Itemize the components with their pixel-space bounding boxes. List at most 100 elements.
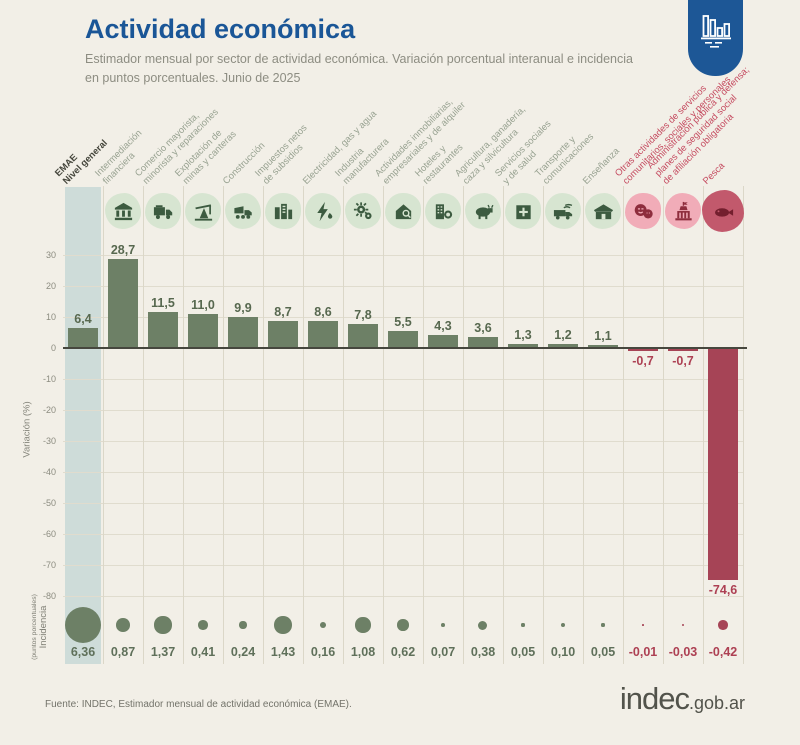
variation-bar xyxy=(588,344,618,348)
grid-line xyxy=(63,472,743,473)
grid-line xyxy=(63,255,743,256)
grid-line xyxy=(63,596,743,597)
variation-bar xyxy=(628,349,658,352)
grid-line xyxy=(63,534,743,535)
indec-logo: indec .gob.ar xyxy=(620,681,745,717)
bank-icon xyxy=(114,202,132,220)
y-tick-label: 30 xyxy=(45,250,56,260)
incidence-dot xyxy=(521,623,525,627)
grid-line xyxy=(63,441,743,442)
fish-icon xyxy=(714,207,733,217)
column-separator xyxy=(583,186,584,664)
sector-icon-badge xyxy=(585,193,621,229)
sector-icon-badge xyxy=(265,193,301,229)
dump-truck-icon xyxy=(233,205,252,219)
column-separator xyxy=(663,186,664,664)
column-separator xyxy=(103,186,104,664)
gears-icon xyxy=(353,201,372,219)
sector-icon-badge xyxy=(105,193,141,229)
health-cross-icon xyxy=(515,204,531,219)
variation-bar xyxy=(508,343,538,348)
column-separator xyxy=(423,186,424,664)
incidence-value-label: 0,07 xyxy=(430,645,456,659)
sector-icon-badge xyxy=(185,193,221,229)
incidence-dot xyxy=(154,616,172,634)
variation-value-label: 5,5 xyxy=(394,314,412,329)
subtitle-line-1: Estimador mensual por sector de activida… xyxy=(85,52,633,66)
incidence-dot xyxy=(681,623,685,627)
sector-icon-badge xyxy=(505,193,541,229)
incidence-dot xyxy=(355,617,371,633)
incidencia-sublabel: (puntos porcentuales) xyxy=(31,594,38,660)
variation-value-label: -0,7 xyxy=(672,354,694,369)
variation-value-label: -74,6 xyxy=(708,583,738,598)
variation-bar xyxy=(188,313,218,348)
incidence-dot xyxy=(560,622,566,628)
variation-bar xyxy=(228,317,258,348)
incidence-dot xyxy=(274,616,292,634)
oil-pumpjack-icon xyxy=(194,203,212,221)
sector-icon-badge xyxy=(305,193,341,229)
incidence-value-label: 0,05 xyxy=(510,645,536,659)
y-tick-label: 0 xyxy=(50,343,56,353)
incidence-value-label: 0,62 xyxy=(390,645,416,659)
incidence-value-label: 6,36 xyxy=(70,645,96,659)
incidence-dot xyxy=(239,621,247,629)
sector-icon-badge xyxy=(345,193,381,229)
grid-line xyxy=(63,410,743,411)
incidence-value-label: -0,03 xyxy=(668,645,698,659)
sector-label-line: Pesca xyxy=(700,159,727,186)
incidence-value-label: -0,42 xyxy=(708,645,738,659)
variation-value-label: 4,3 xyxy=(434,318,452,333)
variation-value-label: 8,7 xyxy=(274,305,292,320)
government-building-icon xyxy=(674,201,692,220)
indec-header-badge xyxy=(688,0,743,76)
variation-bar xyxy=(468,336,498,348)
variation-value-label: 9,9 xyxy=(234,301,252,316)
y-tick-label: -10 xyxy=(42,374,56,384)
variation-value-label: 8,6 xyxy=(314,305,332,320)
variation-bar xyxy=(708,349,738,581)
variation-value-label: 7,8 xyxy=(354,307,372,322)
sector-label: Pesca xyxy=(700,160,726,186)
incidence-value-label: 1,43 xyxy=(270,645,296,659)
grid-line xyxy=(63,317,743,318)
sector-icon-badge xyxy=(385,193,421,229)
incidence-value-label: 0,05 xyxy=(590,645,616,659)
sector-label-line: Enseñanza xyxy=(580,144,622,186)
incidence-value-label: 1,37 xyxy=(150,645,176,659)
column-separator xyxy=(463,186,464,664)
variation-value-label: 11,0 xyxy=(191,297,215,312)
variation-bar xyxy=(388,330,418,348)
grid-line xyxy=(63,565,743,566)
incidence-dot xyxy=(601,623,605,627)
sector-icon-badge xyxy=(702,190,744,232)
column-separator xyxy=(343,186,344,664)
house-key-icon xyxy=(395,203,411,219)
sector-icon-badge xyxy=(465,193,501,229)
variation-value-label: 11,5 xyxy=(151,296,175,311)
page-title: Actividad económica xyxy=(85,14,356,44)
bar-chart-icon xyxy=(700,15,731,48)
column-separator xyxy=(183,186,184,664)
column-separator xyxy=(143,186,144,664)
y-tick-label: -50 xyxy=(42,498,56,508)
incidence-value-label: 1,08 xyxy=(350,645,376,659)
column-separator xyxy=(503,186,504,664)
column-separator xyxy=(303,186,304,664)
sector-icon-badge xyxy=(625,193,661,229)
column-separator xyxy=(543,186,544,664)
y-tick-label: -70 xyxy=(42,560,56,570)
column-separator xyxy=(223,186,224,664)
y-tick-label: -80 xyxy=(42,591,56,601)
variation-value-label: 6,4 xyxy=(74,312,92,327)
emae-highlight-band xyxy=(65,187,101,664)
zero-axis-line xyxy=(63,347,747,349)
variation-value-label: 3,6 xyxy=(474,320,492,335)
hotel-restaurant-icon xyxy=(435,203,452,219)
source-note: Fuente: INDEC, Estimador mensual de acti… xyxy=(45,699,352,710)
variation-bar xyxy=(68,328,98,348)
sector-label: Enseñanza xyxy=(580,145,621,186)
truck-wifi-icon xyxy=(553,203,572,219)
y-axis-label-incidencia: (puntos porcentuales) Incidencia xyxy=(31,571,49,683)
